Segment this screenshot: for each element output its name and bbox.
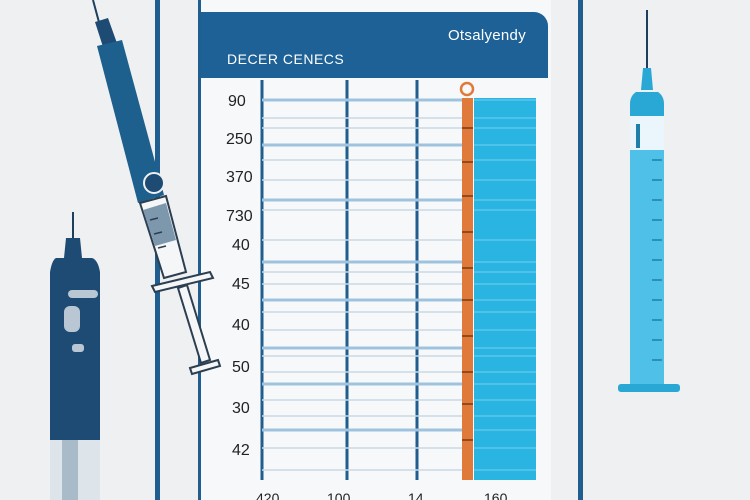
x-tick-label: 14 — [408, 490, 424, 500]
y-tick-label: 90 — [228, 93, 246, 110]
chart-header: Otsalyendy DECER CENECS — [201, 12, 548, 78]
marker-circle — [459, 81, 475, 97]
header-title: Otsalyendy — [447, 27, 526, 44]
y-tick-label: 45 — [232, 276, 250, 293]
y-tick-label: 40 — [232, 317, 250, 334]
orange-strip — [462, 98, 473, 480]
y-tick-label: 370 — [226, 169, 253, 186]
x-tick-label: 100 — [327, 490, 351, 500]
x-tick-label: 160 — [484, 490, 508, 500]
x-tick-label: 420 — [256, 490, 280, 500]
y-tick-label: 730 — [226, 208, 253, 225]
y-tick-label: 250 — [226, 131, 253, 148]
cyan-bar — [474, 98, 536, 480]
y-tick-label: 30 — [232, 400, 250, 417]
grid-lines — [262, 98, 536, 471]
y-tick-label: 50 — [232, 359, 250, 376]
y-tick-label: 40 — [232, 237, 250, 254]
y-tick-label: 42 — [232, 442, 250, 459]
header-subtitle: DECER CENECS — [227, 51, 345, 67]
right-frame-line — [578, 0, 583, 500]
